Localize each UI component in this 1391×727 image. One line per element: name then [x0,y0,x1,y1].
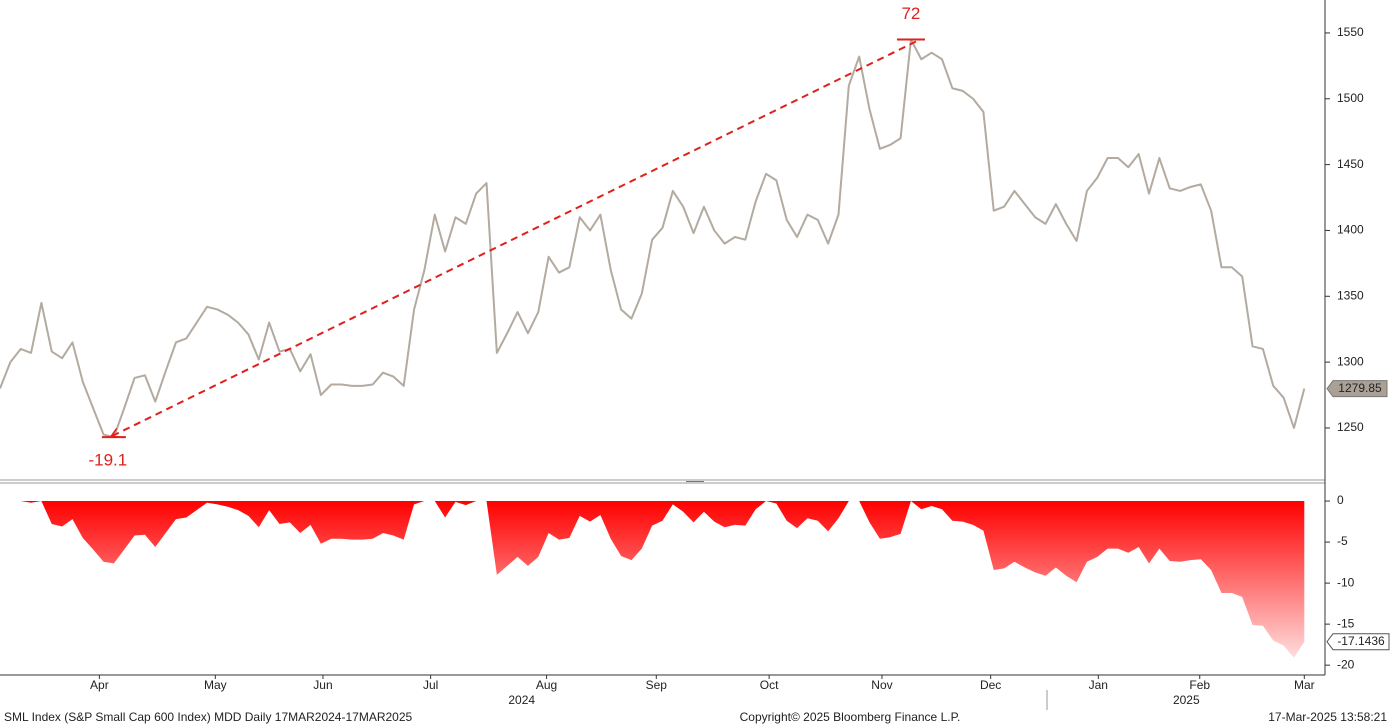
drawdown-area [0,501,1305,658]
price-line [0,38,1306,439]
x-tick-label: Sep [646,678,668,692]
last-value-label: -17.1436 [1337,634,1385,648]
last-value-tag [1326,380,1388,398]
x-tick-label: Dec [980,678,1001,692]
y-tick-label: 0 [1337,493,1344,507]
x-tick-label: Oct [760,678,779,692]
x-tick-label: Mar [1294,678,1315,692]
y-tick-label: 1250 [1337,420,1364,434]
y-tick-label: -5 [1337,534,1348,548]
peak-annotation: 72 [901,4,920,23]
y-tick-label: -15 [1337,616,1355,630]
x-tick-label: Jan [1089,678,1108,692]
y-tick-label: -10 [1337,575,1355,589]
year-label: 2025 [1173,693,1200,707]
drawdown-arrow [112,40,917,437]
y-tick-label: 1300 [1337,354,1364,368]
year-label: 2024 [508,693,535,707]
x-tick-label: Jun [313,678,332,692]
last-value-tag [1326,633,1390,651]
footer-right: 17-Mar-2025 13:58:21 [1268,710,1387,724]
y-tick-label: -20 [1337,657,1355,671]
x-tick-label: Aug [536,678,557,692]
footer-center: Copyright© 2025 Bloomberg Finance L.P. [740,710,961,724]
x-tick-label: Apr [90,678,109,692]
x-tick-label: Nov [871,678,892,692]
y-tick-label: 1400 [1337,223,1364,237]
x-tick-label: Feb [1189,678,1210,692]
y-tick-label: 1500 [1337,91,1364,105]
trough-annotation: -19.1 [88,451,127,470]
x-tick-label: May [204,678,227,692]
x-tick-label: Jul [423,678,438,692]
y-tick-label: 1550 [1337,25,1364,39]
y-tick-label: 1450 [1337,157,1364,171]
footer-left: SML Index (S&P Small Cap 600 Index) MDD … [4,710,413,724]
y-tick-label: 1350 [1337,288,1364,302]
last-value-label: 1279.85 [1338,381,1382,395]
